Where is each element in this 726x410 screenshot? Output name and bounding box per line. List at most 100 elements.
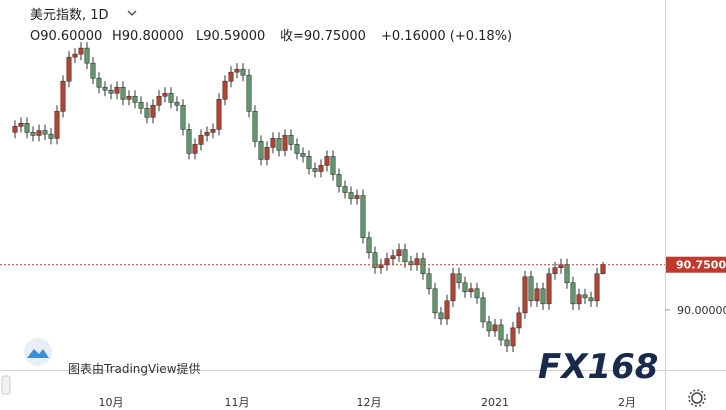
candle-body — [144, 107, 150, 118]
candle-body — [480, 297, 486, 323]
candle-body — [504, 339, 510, 347]
candle-body — [270, 138, 276, 148]
candle-body — [24, 123, 30, 133]
candle-body — [354, 195, 360, 199]
candle-body — [174, 101, 180, 106]
candle-body — [186, 129, 192, 154]
candle-body — [582, 294, 588, 299]
candle-body — [600, 264, 606, 275]
candle-body — [282, 135, 288, 151]
ohlc-close: 收=90.75000 — [280, 29, 366, 44]
candle-body — [372, 252, 378, 269]
candle-body — [198, 135, 204, 145]
x-tick-label: 2月 — [618, 396, 636, 409]
candle-body — [336, 174, 342, 187]
candle-body — [120, 86, 126, 100]
candle-body — [96, 77, 102, 88]
candle-body — [486, 321, 492, 332]
candle-body — [444, 300, 450, 320]
candle-body — [474, 288, 480, 299]
candle-body — [264, 147, 270, 160]
settings-button[interactable] — [688, 389, 706, 407]
candle-body — [588, 297, 594, 302]
candle-body — [12, 126, 18, 133]
candle-body — [300, 153, 306, 157]
candle-body — [432, 288, 438, 314]
candle-body — [462, 282, 468, 293]
symbol[interactable]: 美元指数, 1D — [30, 8, 109, 23]
candle-body — [210, 129, 216, 133]
candle-body — [192, 144, 198, 154]
tradingview-badge[interactable]: 图表由TradingView提供 — [24, 338, 201, 376]
candle-body — [180, 104, 186, 130]
candle-body — [360, 195, 366, 238]
y-tick-label: 90.00000 — [677, 304, 726, 317]
candle-body — [318, 165, 324, 172]
candle-body — [420, 258, 426, 275]
candle-body — [234, 68, 240, 73]
candle-body — [570, 282, 576, 305]
candle-body — [426, 273, 432, 290]
candle-body — [576, 294, 582, 305]
candle-body — [228, 71, 234, 82]
candle-body — [594, 273, 600, 302]
candle-body — [522, 276, 528, 314]
plot-area — [0, 42, 665, 352]
candle-body — [78, 47, 84, 55]
scroll-button[interactable] — [1, 375, 11, 395]
candle-body — [150, 104, 156, 118]
candle-body — [102, 86, 108, 91]
candle-body — [546, 273, 552, 305]
candle-body — [48, 133, 54, 139]
candle-body — [36, 130, 42, 136]
candle-body — [384, 258, 390, 266]
candle-body — [240, 68, 246, 76]
candle-body — [84, 47, 90, 64]
last-price-box — [666, 256, 726, 273]
candle-body — [312, 168, 318, 172]
candle-body — [552, 267, 558, 275]
candle-body — [90, 62, 96, 79]
candle-body — [324, 156, 330, 166]
candle-body — [132, 95, 138, 103]
candle-body — [114, 86, 120, 94]
candle-body — [492, 324, 498, 332]
candle-body — [246, 74, 252, 112]
candle-body — [108, 89, 114, 94]
ohlc-change: +0.16000 (+0.18%) — [381, 29, 512, 44]
candle-body — [498, 324, 504, 341]
candle-body — [468, 288, 474, 293]
candle-body — [540, 288, 546, 305]
x-tick-label: 2021 — [481, 396, 509, 409]
badge-icon — [27, 349, 49, 358]
logo: FX168 — [538, 347, 658, 387]
x-tick-label: 12月 — [357, 396, 382, 409]
symbol-dropdown[interactable] — [127, 10, 137, 16]
candle-body — [564, 264, 570, 284]
watermark: 图表由TradingView提供 — [68, 361, 201, 376]
candle-body — [72, 53, 78, 58]
ohlc-high: H90.80000 — [112, 29, 184, 44]
candle-body — [222, 80, 228, 100]
candle-body — [18, 123, 24, 127]
candle-body — [216, 98, 222, 130]
candle-body — [390, 255, 396, 259]
x-tick-label: 11月 — [225, 396, 250, 409]
candle-body — [258, 141, 264, 160]
candle-body — [450, 273, 456, 302]
candle-body — [516, 312, 522, 329]
candle-body — [54, 111, 60, 139]
candle-body — [306, 156, 312, 169]
candle-body — [528, 276, 534, 302]
candle-body — [162, 92, 168, 97]
candle-body — [30, 132, 36, 136]
candle-body — [408, 261, 414, 266]
candle-body — [204, 132, 210, 136]
candle-body — [510, 327, 516, 347]
candle-body — [330, 156, 336, 175]
candle-body — [342, 186, 348, 193]
candle-body — [66, 56, 72, 82]
candle-body — [288, 135, 294, 145]
